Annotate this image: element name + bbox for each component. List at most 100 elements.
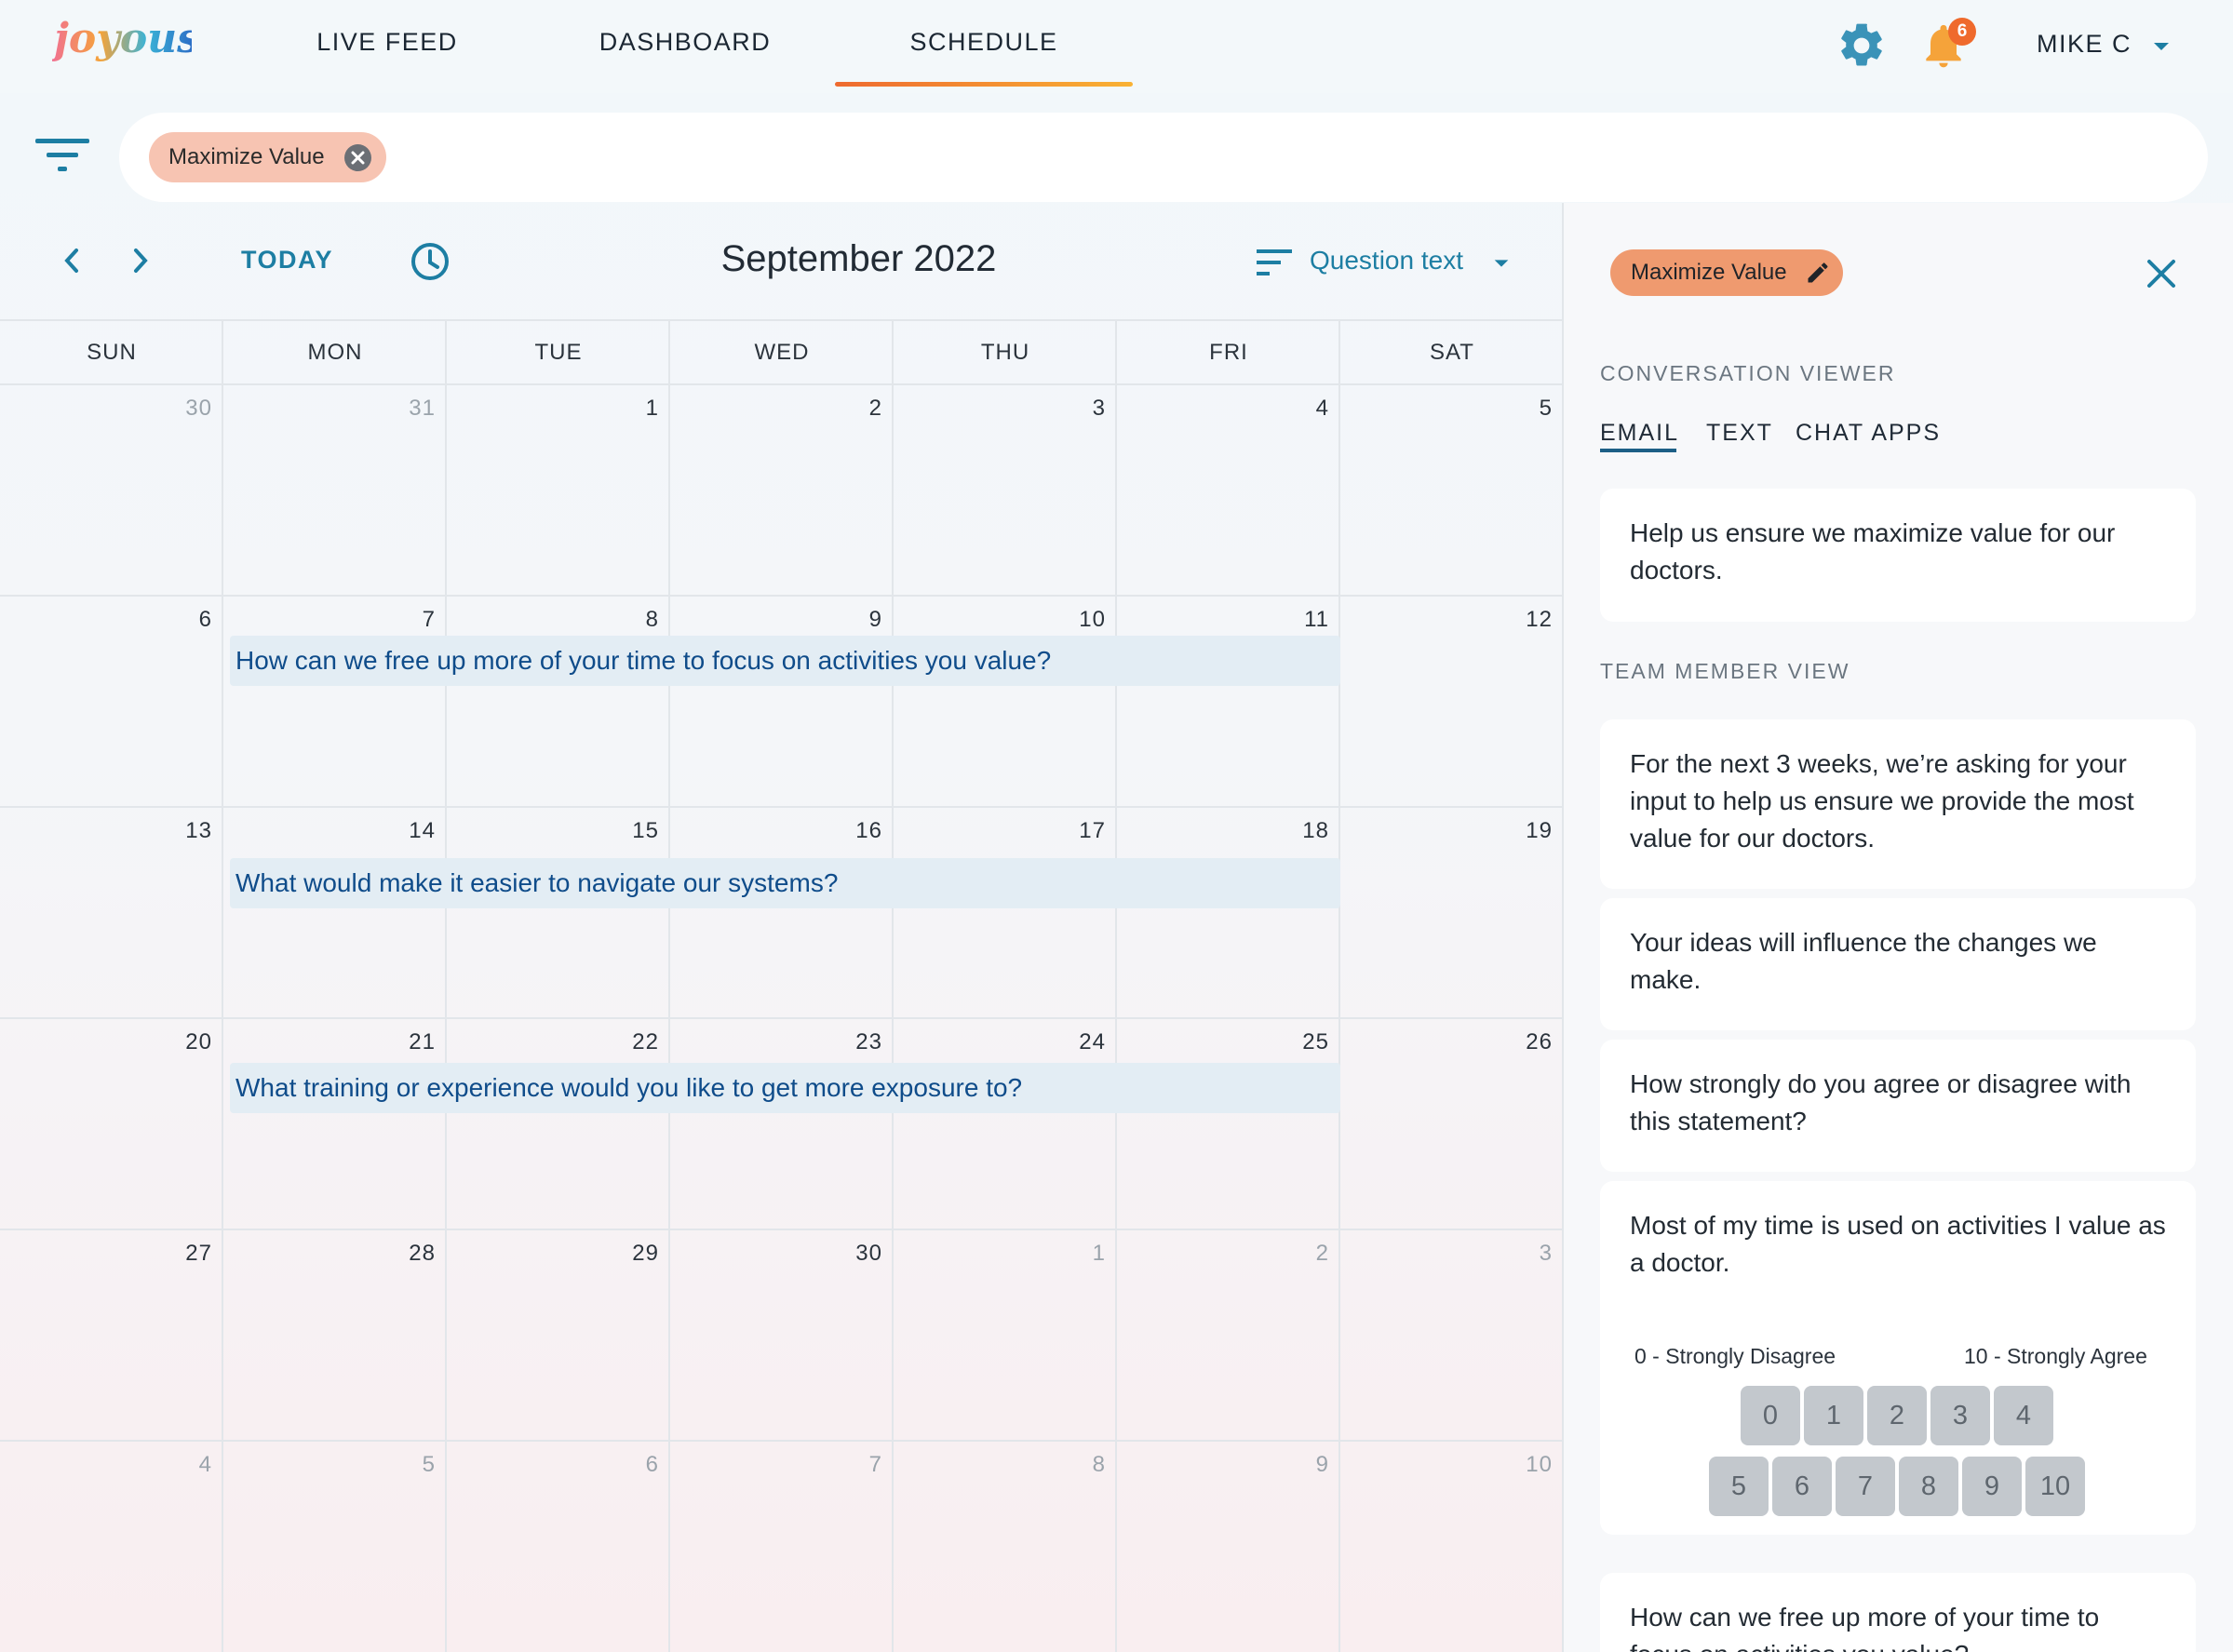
weekday-header: SUN bbox=[87, 340, 137, 365]
day-number[interactable]: 22 bbox=[632, 1029, 659, 1054]
sort-chevron-down-icon[interactable] bbox=[1491, 253, 1512, 278]
filter-bar[interactable] bbox=[119, 113, 2208, 202]
day-number[interactable]: 3 bbox=[1092, 396, 1106, 421]
conversation-viewer-heading: CONVERSATION VIEWER bbox=[1600, 361, 1896, 385]
tab-text[interactable]: TEXT bbox=[1706, 420, 1773, 446]
rating-option-button[interactable]: 8 bbox=[1899, 1457, 1958, 1516]
rating-option-button[interactable]: 10 bbox=[2025, 1457, 2085, 1516]
day-number[interactable]: 9 bbox=[1315, 1452, 1329, 1477]
filter-list-icon[interactable] bbox=[35, 135, 91, 181]
day-number[interactable]: 2 bbox=[1315, 1241, 1329, 1266]
tab-chat-apps[interactable]: CHAT APPS bbox=[1796, 420, 1942, 446]
day-number[interactable]: 6 bbox=[645, 1452, 659, 1477]
rating-option-button[interactable]: 3 bbox=[1930, 1386, 1990, 1445]
day-number[interactable]: 8 bbox=[645, 607, 659, 632]
rating-option-button[interactable]: 1 bbox=[1804, 1386, 1863, 1445]
team-member-view-heading: TEAM MEMBER VIEW bbox=[1600, 659, 1850, 683]
sort-lines-icon[interactable] bbox=[1257, 248, 1294, 282]
rating-option-button[interactable]: 0 bbox=[1741, 1386, 1800, 1445]
day-number[interactable]: 15 bbox=[632, 818, 659, 843]
day-number[interactable]: 5 bbox=[422, 1452, 436, 1477]
day-number[interactable]: 8 bbox=[1092, 1452, 1106, 1477]
day-number[interactable]: 17 bbox=[1079, 818, 1106, 843]
day-number[interactable]: 29 bbox=[632, 1241, 659, 1266]
grid-divider bbox=[0, 319, 1562, 321]
day-number[interactable]: 26 bbox=[1526, 1029, 1553, 1054]
day-number[interactable]: 19 bbox=[1526, 818, 1553, 843]
day-number[interactable]: 16 bbox=[855, 818, 882, 843]
day-number[interactable]: 4 bbox=[1315, 396, 1329, 421]
day-number[interactable]: 31 bbox=[409, 396, 436, 421]
rating-option-button[interactable]: 9 bbox=[1962, 1457, 2022, 1516]
remove-filter-close-icon[interactable] bbox=[344, 144, 371, 171]
calendar-event-question[interactable]: What training or experience would you li… bbox=[230, 1063, 1340, 1113]
user-menu[interactable]: MIKE C bbox=[2037, 30, 2132, 59]
day-number[interactable]: 30 bbox=[855, 1241, 882, 1266]
email-preview-card: Help us ensure we maximize value for our… bbox=[1600, 489, 2196, 622]
day-number[interactable]: 5 bbox=[1539, 396, 1553, 421]
day-number[interactable]: 25 bbox=[1302, 1029, 1329, 1054]
grid-divider bbox=[0, 595, 1562, 597]
day-number[interactable]: 7 bbox=[422, 607, 436, 632]
grid-divider bbox=[222, 319, 223, 1652]
message-text: Your ideas will influence the changes we… bbox=[1630, 928, 2097, 994]
rating-option-button[interactable]: 4 bbox=[1994, 1386, 2053, 1445]
day-number[interactable]: 30 bbox=[185, 396, 212, 421]
day-number[interactable]: 27 bbox=[185, 1241, 212, 1266]
edit-pencil-icon[interactable] bbox=[1805, 260, 1831, 290]
joyous-logo[interactable]: joyous bbox=[47, 13, 200, 78]
day-number[interactable]: 20 bbox=[185, 1029, 212, 1054]
rating-question-card: Most of my time is used on activities I … bbox=[1600, 1181, 2196, 1535]
nav-tab-schedule[interactable]: SCHEDULE bbox=[835, 28, 1133, 87]
weekday-header: THU bbox=[980, 340, 1030, 365]
weekday-header: TUE bbox=[534, 340, 583, 365]
question-text-dropdown[interactable]: Question text bbox=[1310, 246, 1463, 275]
scale-high-label: 10 - Strongly Agree bbox=[1964, 1344, 2147, 1368]
day-number[interactable]: 9 bbox=[868, 607, 882, 632]
calendar-event-question[interactable]: What would make it easier to navigate ou… bbox=[230, 858, 1340, 908]
previous-month-chevron-left-icon[interactable] bbox=[58, 244, 87, 282]
day-number[interactable]: 13 bbox=[185, 818, 212, 843]
day-number[interactable]: 23 bbox=[855, 1029, 882, 1054]
message-card: Your ideas will influence the changes we… bbox=[1600, 898, 2196, 1030]
day-number[interactable]: 10 bbox=[1526, 1452, 1553, 1477]
day-number[interactable]: 14 bbox=[409, 818, 436, 843]
history-clock-icon[interactable] bbox=[410, 241, 451, 287]
day-number[interactable]: 2 bbox=[868, 396, 882, 421]
nav-tab-dashboard[interactable]: DASHBOARD bbox=[599, 28, 772, 56]
day-number[interactable]: 11 bbox=[1304, 607, 1329, 632]
settings-gear-icon[interactable] bbox=[1836, 20, 1888, 76]
tab-email[interactable]: EMAIL bbox=[1600, 420, 1680, 446]
user-menu-chevron-down-icon[interactable] bbox=[2150, 35, 2172, 62]
rating-option-button[interactable]: 5 bbox=[1709, 1457, 1769, 1516]
close-panel-x-icon[interactable] bbox=[2143, 255, 2180, 297]
grid-divider bbox=[0, 806, 1562, 808]
day-number[interactable]: 1 bbox=[645, 396, 659, 421]
message-card: How can we free up more of your time to … bbox=[1600, 1573, 2196, 1652]
day-number[interactable]: 28 bbox=[409, 1241, 436, 1266]
rating-option-button[interactable]: 6 bbox=[1772, 1457, 1832, 1516]
calendar-event-question[interactable]: How can we free up more of your time to … bbox=[230, 636, 1340, 686]
day-number[interactable]: 21 bbox=[409, 1029, 436, 1054]
day-number[interactable]: 10 bbox=[1079, 607, 1106, 632]
grid-divider bbox=[0, 1017, 1562, 1019]
day-number[interactable]: 3 bbox=[1539, 1241, 1553, 1266]
email-preview-text: Help us ensure we maximize value for our… bbox=[1630, 518, 2116, 584]
filter-chip-label: Maximize Value bbox=[168, 144, 325, 169]
calendar-grid: SUN MON TUE WED THU FRI SAT 30 31 1 2 3 … bbox=[0, 319, 1562, 1652]
day-number[interactable]: 7 bbox=[868, 1452, 882, 1477]
day-number[interactable]: 18 bbox=[1302, 818, 1329, 843]
today-button[interactable]: TODAY bbox=[241, 246, 334, 274]
day-number[interactable]: 24 bbox=[1079, 1029, 1106, 1054]
day-number[interactable]: 1 bbox=[1092, 1241, 1106, 1266]
user-name: MIKE C bbox=[2037, 30, 2132, 58]
day-number[interactable]: 12 bbox=[1526, 607, 1553, 632]
rating-option-button[interactable]: 2 bbox=[1867, 1386, 1927, 1445]
rating-option-button[interactable]: 7 bbox=[1836, 1457, 1895, 1516]
nav-tab-live-feed[interactable]: LIVE FEED bbox=[316, 28, 458, 56]
message-card: How strongly do you agree or disagree wi… bbox=[1600, 1040, 2196, 1172]
day-number[interactable]: 4 bbox=[198, 1452, 212, 1477]
next-month-chevron-right-icon[interactable] bbox=[125, 244, 155, 282]
panel-chip-maximize-value[interactable]: Maximize Value bbox=[1610, 249, 1843, 296]
day-number[interactable]: 6 bbox=[198, 607, 212, 632]
